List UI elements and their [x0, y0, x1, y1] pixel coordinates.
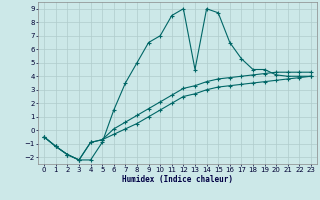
X-axis label: Humidex (Indice chaleur): Humidex (Indice chaleur)	[122, 175, 233, 184]
